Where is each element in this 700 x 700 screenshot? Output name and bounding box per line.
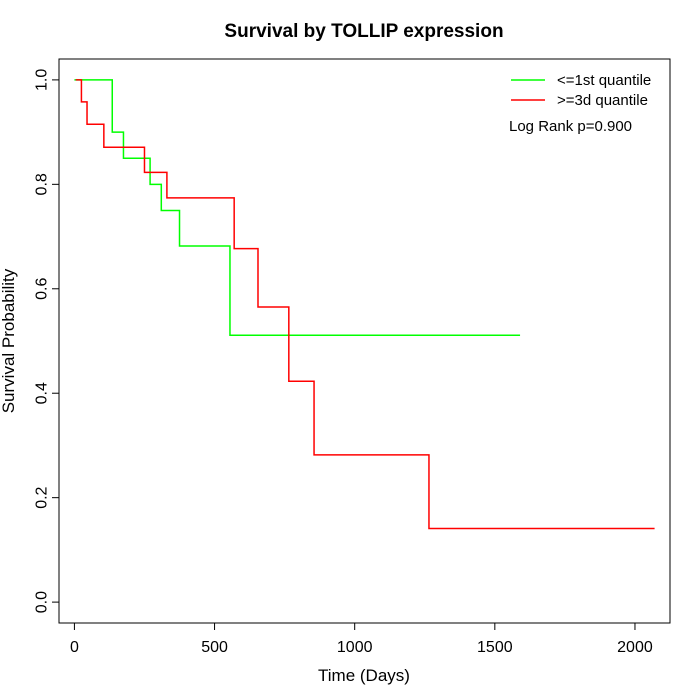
legend: <=1st quantile >=3d quantile	[511, 72, 651, 109]
x-tick-label: 2000	[617, 639, 653, 656]
x-tick-label: 0	[70, 639, 79, 656]
y-tick-label: 0.6	[34, 278, 51, 300]
x-axis: 0 500 1000 1500 2000	[70, 622, 653, 656]
x-axis-label: Time (Days)	[318, 666, 410, 685]
y-tick-label: 0.8	[34, 173, 51, 195]
y-tick-label: 0.2	[34, 486, 51, 508]
series-line-1	[74, 79, 521, 337]
y-axis: 0.0 0.2 0.4 0.6 0.8 1.0	[34, 69, 60, 613]
legend-label: <=1st quantile	[557, 72, 651, 89]
y-tick-label: 1.0	[34, 69, 51, 91]
chart-title: Survival by TOLLIP expression	[224, 21, 503, 42]
x-tick-label: 1000	[337, 639, 373, 656]
legend-label: >=3d quantile	[557, 92, 648, 109]
y-tick-label: 0.0	[34, 591, 51, 613]
series-line-2	[75, 79, 655, 530]
x-tick-label: 500	[201, 639, 228, 656]
x-tick-label: 1500	[477, 639, 513, 656]
log-rank-annotation: Log Rank p=0.900	[509, 118, 632, 135]
y-axis-label: Survival Probability	[0, 268, 18, 413]
series-layer	[74, 79, 655, 530]
y-tick-label: 0.4	[34, 382, 51, 404]
